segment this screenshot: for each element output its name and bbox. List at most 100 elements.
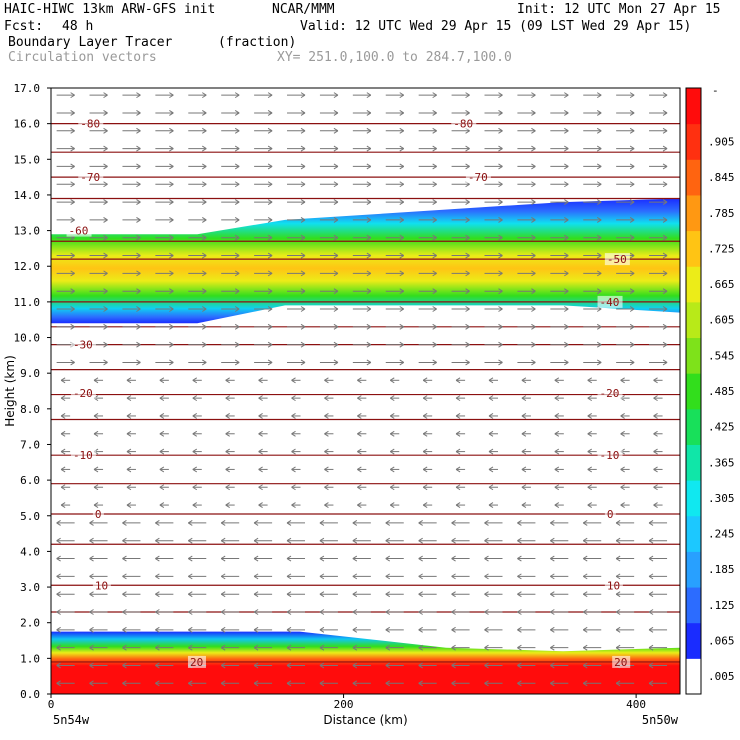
wind-vector xyxy=(517,145,536,152)
wind-vector xyxy=(221,216,240,223)
contour-label: 10 xyxy=(95,579,108,592)
wind-vector xyxy=(253,591,273,598)
x-endpoint-right: 5n50w xyxy=(642,713,679,727)
wind-vector xyxy=(155,163,174,170)
wind-vector xyxy=(587,466,597,473)
wind-vector xyxy=(352,341,372,348)
wind-vector xyxy=(253,680,273,687)
wind-vector xyxy=(93,466,104,473)
wind-vector xyxy=(319,234,339,241)
colorbar-segment xyxy=(686,551,701,588)
wind-vector xyxy=(616,359,635,366)
wind-vector xyxy=(56,199,75,205)
wind-vector xyxy=(616,110,635,116)
colorbar-label: .665 xyxy=(708,278,735,291)
wind-vector xyxy=(56,252,75,259)
init-time: Init: 12 UTC Mon 27 Apr 15 xyxy=(517,2,721,17)
wind-vector xyxy=(155,216,174,223)
wind-vector xyxy=(253,626,273,633)
wind-vector xyxy=(56,163,75,170)
wind-vector xyxy=(60,484,71,491)
wind-vector xyxy=(291,466,301,473)
wind-vector xyxy=(550,270,569,277)
wind-vector xyxy=(583,323,602,330)
wind-vector xyxy=(550,519,569,526)
wind-vector xyxy=(56,216,75,223)
wind-vector xyxy=(258,377,268,384)
wind-vector xyxy=(418,537,437,544)
wind-vector xyxy=(159,395,169,402)
wind-vector xyxy=(422,448,433,455)
wind-vector xyxy=(155,359,174,366)
wind-vector xyxy=(155,288,174,295)
wind-vector xyxy=(616,216,635,223)
contour-label: 20 xyxy=(614,656,627,669)
wind-vector xyxy=(385,234,405,241)
wind-vector xyxy=(155,555,174,562)
wind-vector xyxy=(653,448,663,455)
wind-vector xyxy=(291,484,301,491)
wind-vector xyxy=(550,644,569,651)
wind-vector xyxy=(352,359,372,366)
wind-vector xyxy=(455,484,466,491)
wind-vector xyxy=(221,145,240,152)
y-tick-label: 10.0 xyxy=(14,332,41,345)
wind-vector xyxy=(93,502,104,508)
wind-vector xyxy=(286,555,306,562)
wind-vector xyxy=(221,110,240,116)
wind-vector xyxy=(89,288,108,295)
y-tick-label: 6.0 xyxy=(20,474,40,487)
wind-vector xyxy=(319,341,339,348)
wind-vector xyxy=(582,609,602,615)
x-tick-label: 0 xyxy=(48,698,55,711)
wind-vector xyxy=(225,448,235,455)
wind-vector xyxy=(258,430,268,437)
wind-vector xyxy=(620,430,630,437)
wind-vector xyxy=(155,234,174,241)
wind-vector xyxy=(517,680,536,687)
y-tick-label: 0.0 xyxy=(20,688,40,701)
wind-vector xyxy=(616,92,635,99)
wind-vector xyxy=(319,626,338,633)
wind-vector xyxy=(188,537,207,544)
wind-vector xyxy=(253,519,273,526)
wind-vector xyxy=(389,502,400,508)
wind-vector xyxy=(648,573,668,580)
wind-vector xyxy=(488,484,498,491)
wind-vector xyxy=(188,359,207,366)
wind-vector xyxy=(221,288,240,295)
wind-vector xyxy=(484,110,503,116)
wind-vector xyxy=(587,448,597,455)
wind-vector xyxy=(554,395,564,402)
wind-vector xyxy=(385,252,405,259)
wind-vector xyxy=(352,644,371,651)
wind-vector xyxy=(89,92,108,99)
wind-vector xyxy=(484,573,503,580)
wind-vector xyxy=(319,359,339,366)
wind-vector xyxy=(418,306,437,312)
contour-label: 20 xyxy=(190,656,203,669)
wind-vector xyxy=(484,644,503,651)
wind-vector xyxy=(188,609,207,615)
wind-vector xyxy=(122,323,141,330)
wind-vector xyxy=(422,484,433,491)
wind-vector xyxy=(455,502,466,508)
wind-vector xyxy=(517,555,536,562)
wind-vector xyxy=(616,127,635,134)
wind-vector xyxy=(188,110,207,116)
wind-vector xyxy=(418,555,437,562)
wind-vector xyxy=(620,377,630,384)
wind-vector xyxy=(56,270,75,277)
wind-vector xyxy=(159,430,169,437)
wind-vector xyxy=(620,413,630,419)
wind-vector xyxy=(188,555,207,562)
wind-vector xyxy=(122,591,141,598)
wind-vector xyxy=(587,395,597,402)
wind-vector xyxy=(418,323,437,330)
y-tick-label: 17.0 xyxy=(14,82,41,95)
colorbar-label: .545 xyxy=(708,349,735,362)
colorbar-segment xyxy=(686,337,701,374)
wind-vector xyxy=(649,323,668,330)
wind-vector xyxy=(287,288,306,295)
wind-vector xyxy=(418,359,437,366)
